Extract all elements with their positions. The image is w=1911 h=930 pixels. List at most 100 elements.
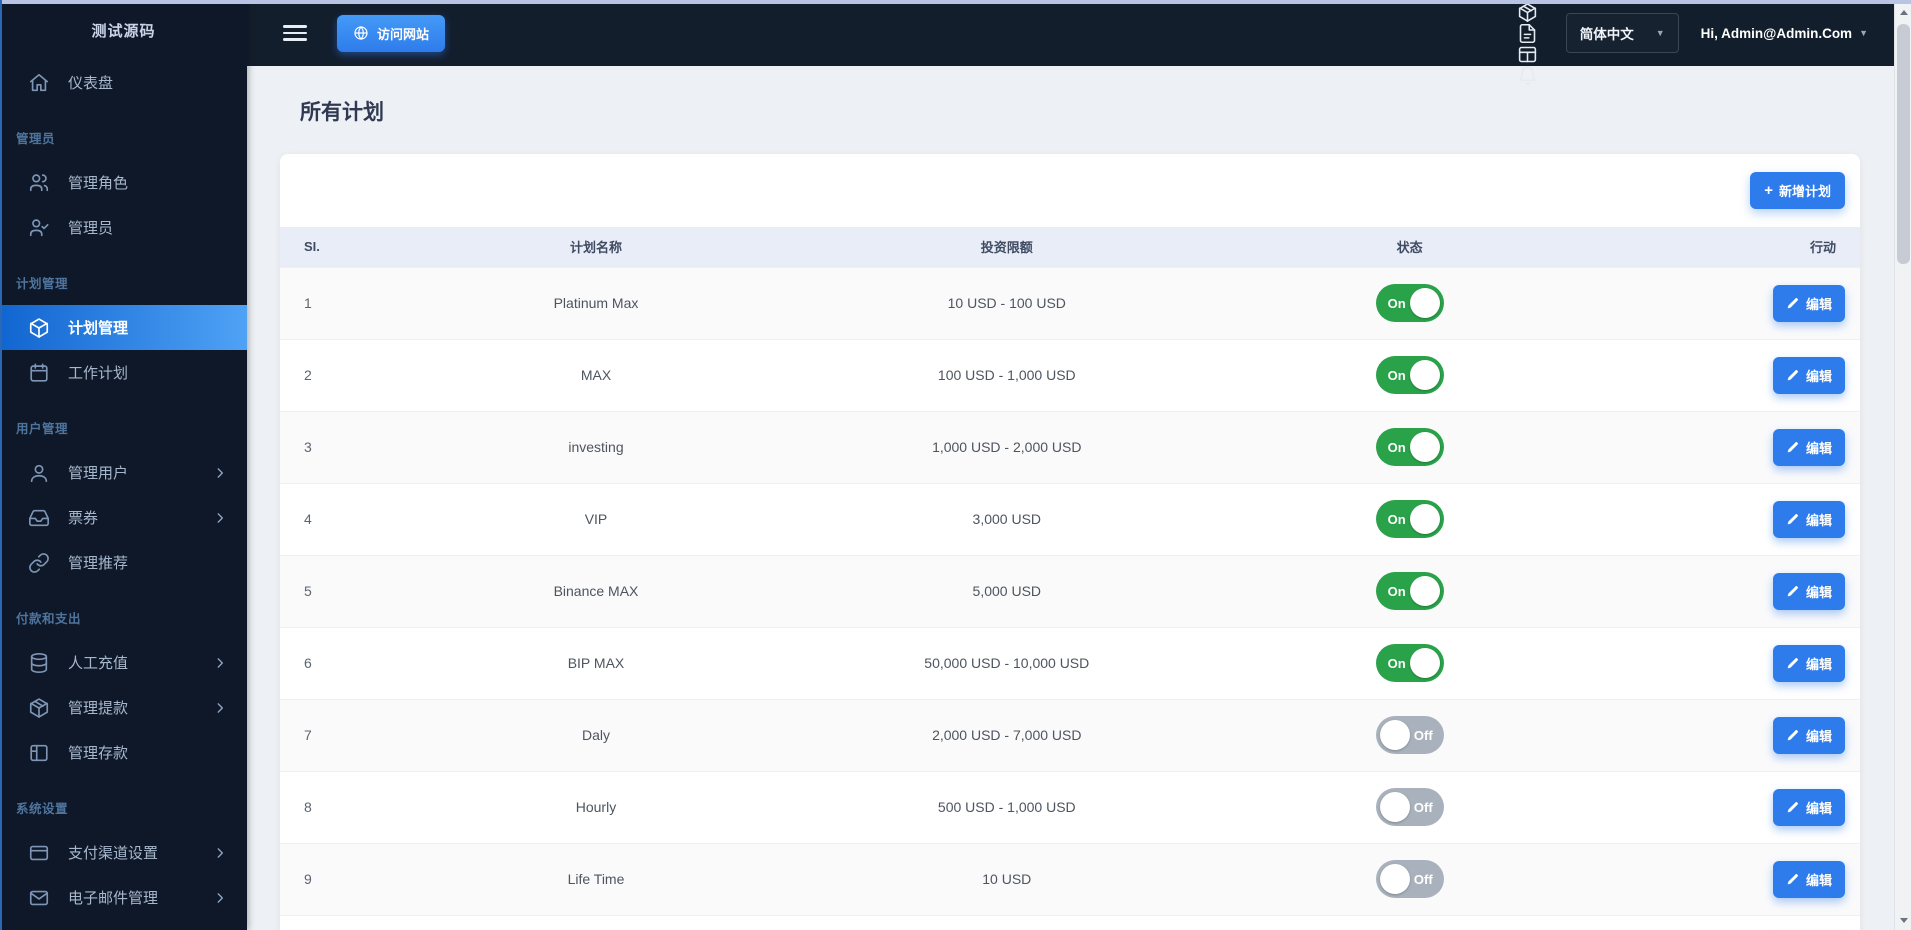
status-toggle[interactable]: On xyxy=(1375,500,1444,538)
edit-button[interactable]: 编辑 xyxy=(1772,644,1845,682)
sidebar-item-manual-recharge[interactable]: 人工充值 xyxy=(0,640,247,685)
file-text-button[interactable] xyxy=(1517,23,1538,44)
column-header: 状态 xyxy=(1227,227,1592,267)
sidebar-item-email-management[interactable]: 电子邮件管理 xyxy=(0,875,247,920)
table-row: 7 Daly 2,000 USD - 7,000 USD Off 编辑 xyxy=(280,699,1860,771)
user-dropdown[interactable]: Hi, Admin@Admin.Com ▼ xyxy=(1701,26,1868,41)
pencil-icon xyxy=(1787,441,1798,452)
cell-invest-limit: 2,000 USD - 7,000 USD xyxy=(932,727,1082,743)
sidebar-item-manage-users[interactable]: 管理用户 xyxy=(0,450,247,495)
cell-action: 编辑 xyxy=(1591,627,1860,699)
sidebar-toggle-button[interactable] xyxy=(283,23,307,43)
credit-card-icon xyxy=(29,845,49,860)
edit-button[interactable]: 编辑 xyxy=(1772,860,1845,898)
cell-action: 编辑 xyxy=(1591,267,1860,339)
status-toggle[interactable]: On xyxy=(1375,572,1444,610)
edit-button-label: 编辑 xyxy=(1805,656,1832,672)
toggle-knob xyxy=(1409,576,1440,606)
edit-button-label: 编辑 xyxy=(1805,872,1832,888)
cell-si: 9 xyxy=(304,871,312,887)
sidebar-item-work-plan[interactable]: 工作计划 xyxy=(0,350,247,395)
cell-invest-limit: 50,000 USD - 10,000 USD xyxy=(924,655,1090,671)
user-check-icon xyxy=(29,218,49,236)
sidebar-item-tickets[interactable]: 票券 xyxy=(0,495,247,540)
bell-button[interactable] xyxy=(1517,65,1538,86)
edit-button-label: 编辑 xyxy=(1805,728,1832,744)
sidebar-item-admins[interactable]: 管理员 xyxy=(0,205,247,250)
edit-button[interactable]: 编辑 xyxy=(1772,428,1845,466)
cell-si: 8 xyxy=(304,799,312,815)
cell-plan-name: MAX xyxy=(580,367,612,383)
status-toggle[interactable]: On xyxy=(1375,284,1444,322)
status-toggle[interactable]: On xyxy=(1375,356,1444,394)
chevron-right-icon xyxy=(217,657,224,668)
edit-button-label: 编辑 xyxy=(1805,440,1832,456)
pencil-icon xyxy=(1787,657,1798,668)
chevron-right-icon xyxy=(217,702,224,713)
sidebar-item-manage-referrals[interactable]: 管理推荐 xyxy=(0,540,247,585)
add-plan-button[interactable]: + 新增计划 xyxy=(1750,172,1845,209)
toggle-knob xyxy=(1409,360,1440,390)
visit-website-button[interactable]: 访问网站 xyxy=(337,14,446,52)
toggle-knob xyxy=(1409,288,1440,318)
cell-invest-limit: 10 USD xyxy=(982,871,1032,887)
link-icon xyxy=(29,552,49,573)
column-header: SI. xyxy=(280,227,407,267)
sidebar-item-label: 人工充值 xyxy=(68,655,129,672)
column-header: 计划名称 xyxy=(406,227,786,267)
users-icon xyxy=(29,173,49,191)
sidebar-item-dashboard[interactable]: 仪表盘 xyxy=(0,60,247,105)
status-toggle[interactable]: On xyxy=(1375,644,1444,682)
edit-button[interactable]: 编辑 xyxy=(1772,716,1845,754)
cell-plan-name: VIP xyxy=(584,511,608,527)
scroll-up-button[interactable] xyxy=(1895,2,1911,22)
scroll-down-button[interactable] xyxy=(1895,910,1911,930)
sidebar-item-manage-roles[interactable]: 管理角色 xyxy=(0,160,247,205)
layout-icon xyxy=(30,744,48,761)
edit-button[interactable]: 编辑 xyxy=(1772,356,1845,394)
table-row: 8 Hourly 500 USD - 1,000 USD Off 编辑 xyxy=(280,771,1860,843)
pencil-icon xyxy=(1787,585,1798,596)
status-toggle[interactable]: Off xyxy=(1375,716,1444,754)
chevron-right-icon xyxy=(217,512,224,523)
cell-status: On xyxy=(1228,339,1591,411)
status-toggle[interactable]: Off xyxy=(1375,860,1444,898)
cell-action: 编辑 xyxy=(1591,915,1860,930)
sidebar-item-manage-withdrawals[interactable]: 管理提款 xyxy=(0,685,247,730)
cell-status: On xyxy=(1228,483,1591,555)
top-navbar: 访问网站 简体中文 ▼ Hi, Admin@Admin.Com ▼ xyxy=(247,0,1894,85)
edit-button[interactable]: 编辑 xyxy=(1772,500,1845,538)
vertical-scrollbar xyxy=(1894,0,1911,930)
status-toggle[interactable]: On xyxy=(1375,428,1444,466)
status-toggle[interactable]: Off xyxy=(1375,788,1444,826)
edit-button[interactable]: 编辑 xyxy=(1772,788,1845,826)
cell-si: 6 xyxy=(304,655,312,671)
package-button[interactable] xyxy=(1517,2,1538,23)
visit-website-label: 访问网站 xyxy=(377,26,430,42)
sidebar-item-plan-management[interactable]: 计划管理 xyxy=(0,305,247,350)
cell-invest-limit: 5,000 USD xyxy=(972,583,1042,599)
sidebar-item-label: 管理用户 xyxy=(68,465,129,482)
cell-plan-name: Binance MAX xyxy=(553,583,639,599)
cell-status: Off xyxy=(1228,699,1591,771)
edit-button-label: 编辑 xyxy=(1805,512,1832,528)
cell-action: 编辑 xyxy=(1591,411,1860,483)
table-button[interactable] xyxy=(1517,44,1538,65)
toggle-on-label: On xyxy=(1387,439,1406,455)
toggle-on-label: On xyxy=(1387,655,1406,671)
cell-invest-limit: 1,000 USD - 2,000 USD xyxy=(932,439,1082,455)
edit-button[interactable]: 编辑 xyxy=(1772,572,1845,610)
edit-button-label: 编辑 xyxy=(1805,296,1832,312)
edit-button[interactable]: 编辑 xyxy=(1772,284,1845,322)
table-row: 4 VIP 3,000 USD On 编辑 xyxy=(280,483,1860,555)
globe-icon xyxy=(354,26,368,40)
inbox-icon xyxy=(29,509,49,526)
scrollbar-thumb[interactable] xyxy=(1897,24,1910,264)
cell-plan-name: BIP MAX xyxy=(567,655,625,671)
language-select[interactable]: 简体中文 ▼ xyxy=(1565,13,1679,53)
sidebar-item-general-settings[interactable]: 常规设置 xyxy=(0,920,247,930)
sidebar-item-payment-gateway-settings[interactable]: 支付渠道设置 xyxy=(0,830,247,875)
toggle-on-label: On xyxy=(1387,367,1406,383)
sidebar-item-manage-deposits[interactable]: 管理存款 xyxy=(0,730,247,775)
